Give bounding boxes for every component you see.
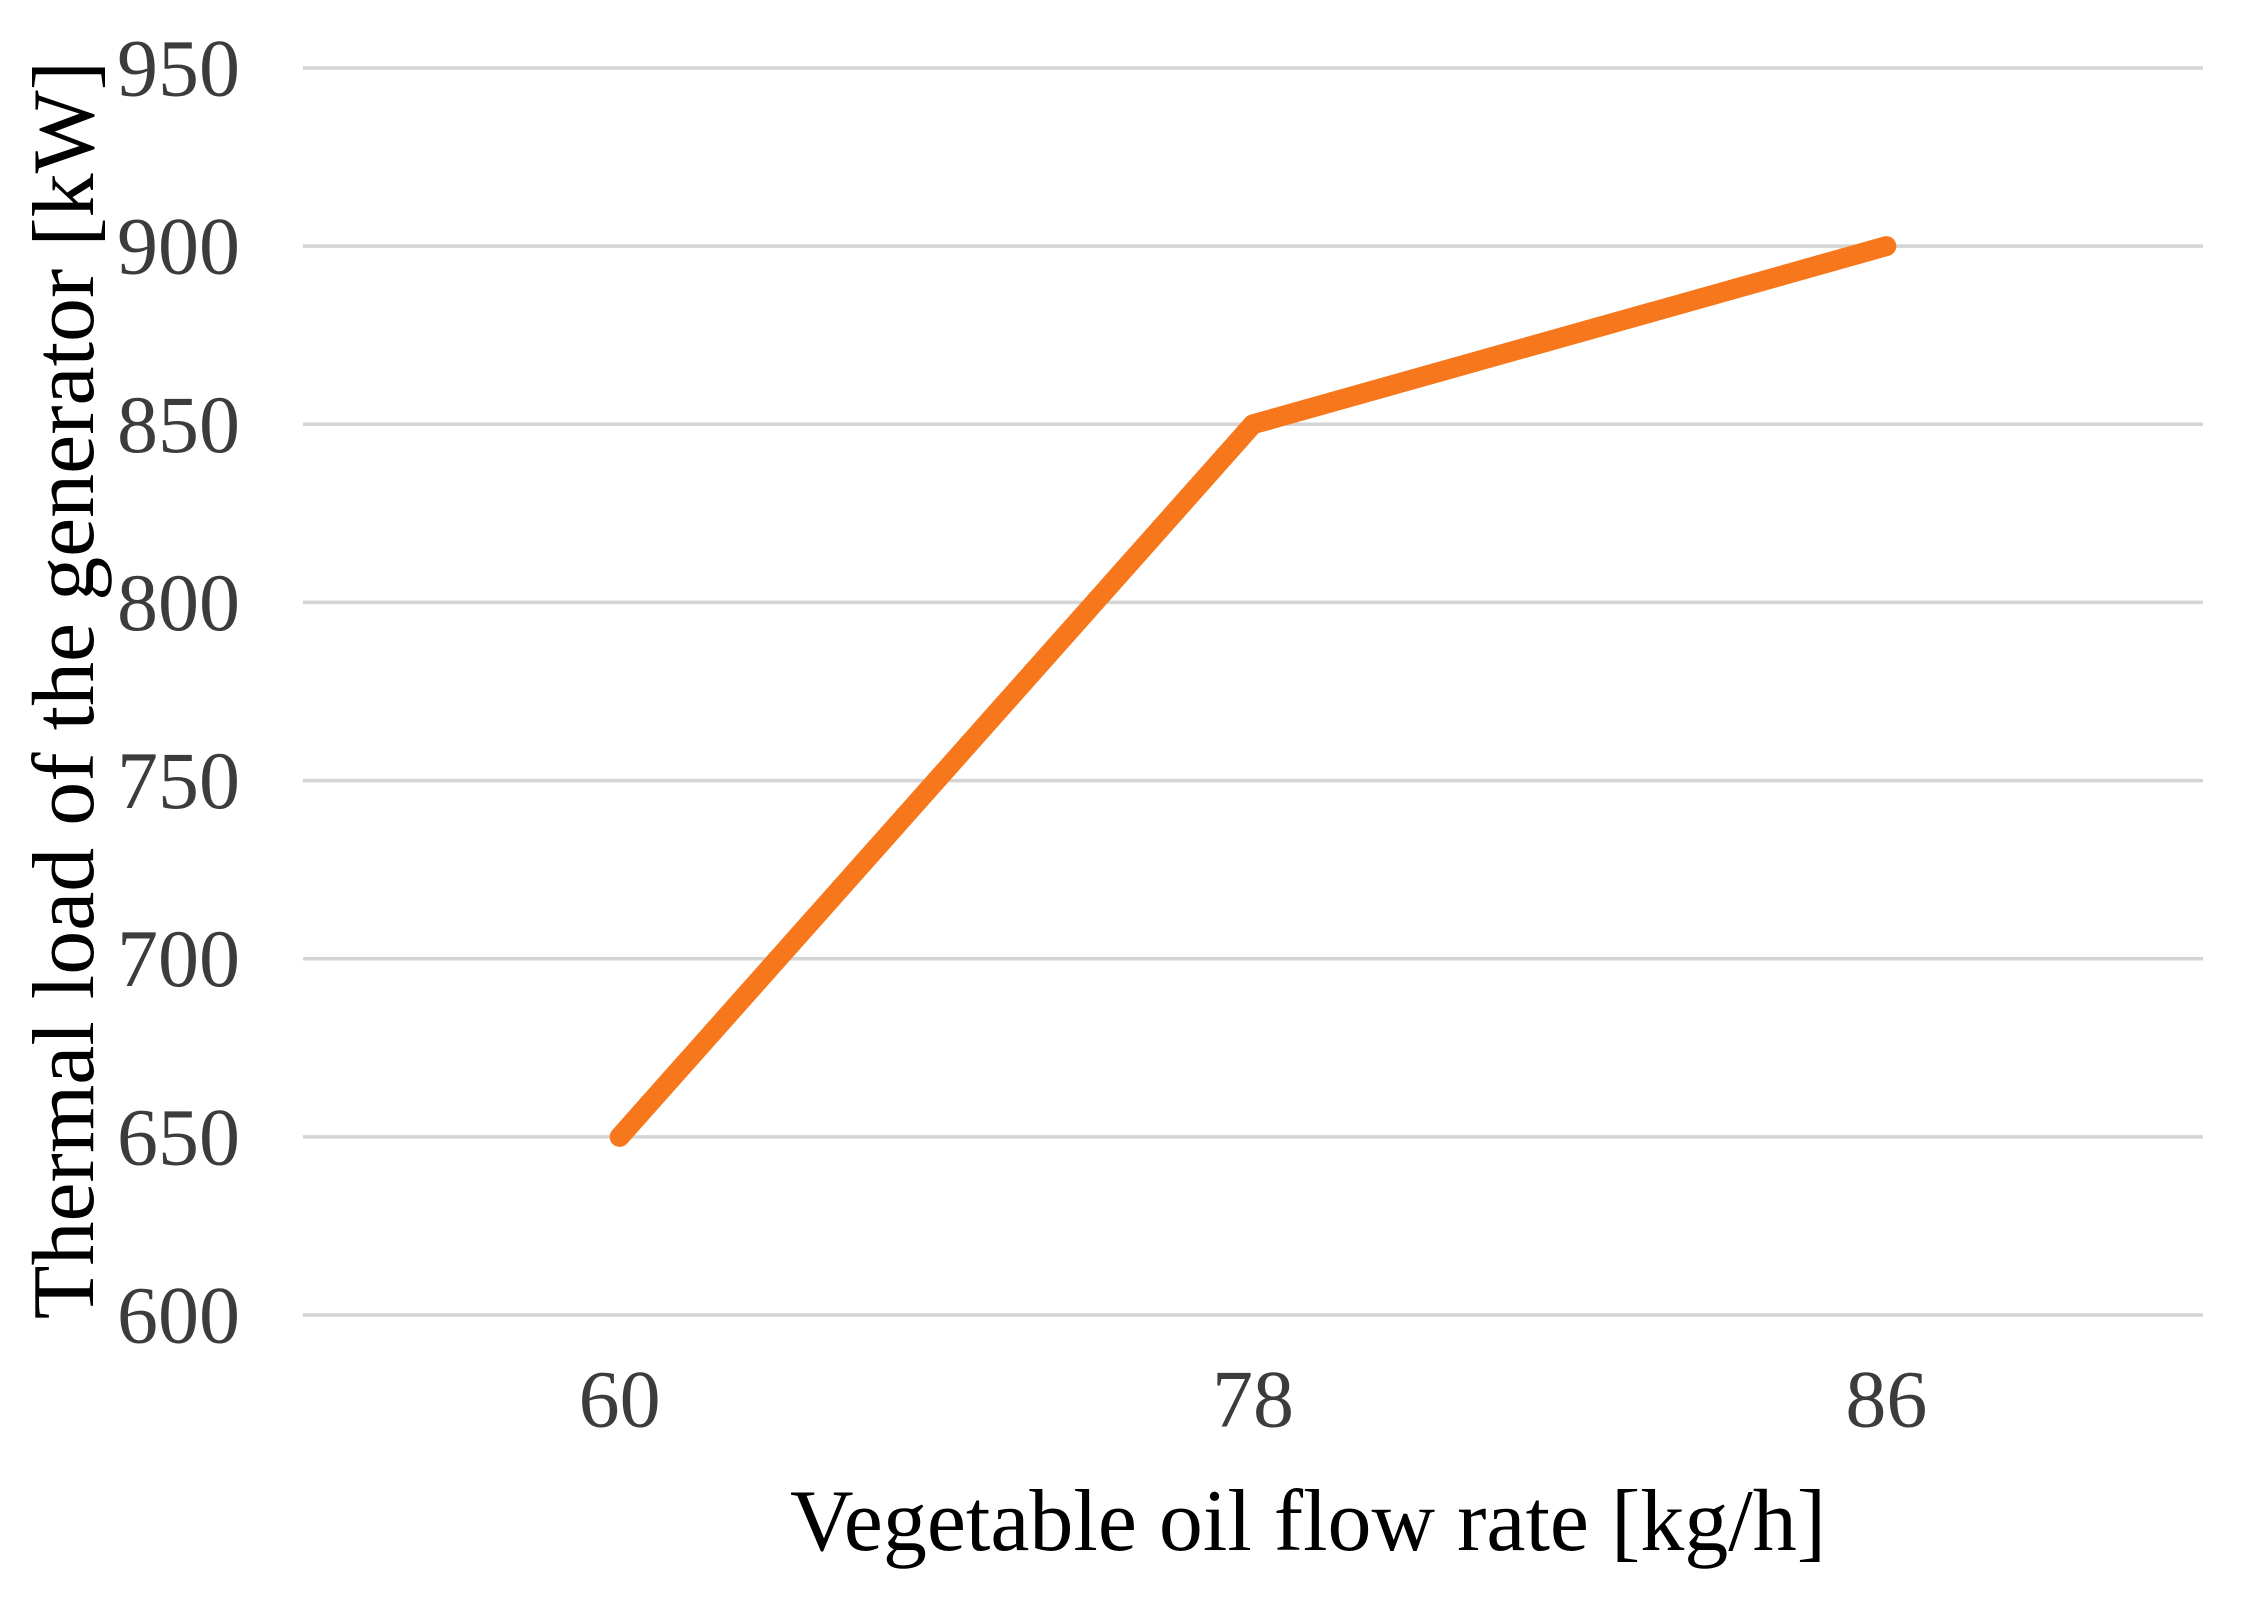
x-tick-label: 86 <box>1845 1354 1927 1445</box>
x-axis-title-text: Vegetable oil flow rate [kg/h] <box>789 1473 1827 1570</box>
x-axis-title: Vegetable oil flow rate [kg/h] <box>370 1462 2241 1582</box>
y-tick-label: 650 <box>117 1091 240 1182</box>
y-tick-label: 700 <box>117 913 240 1004</box>
series-line <box>609 236 1897 1147</box>
y-tick-label: 750 <box>117 735 240 826</box>
y-tick-label: 600 <box>117 1270 240 1361</box>
x-tick-label: 78 <box>1212 1354 1294 1445</box>
y-tick-label: 800 <box>117 557 240 648</box>
x-tick-label: 60 <box>579 1354 661 1445</box>
y-tick-label: 850 <box>117 379 240 470</box>
y-tick-label: 900 <box>117 201 240 292</box>
y-tick-label: 950 <box>117 23 240 114</box>
